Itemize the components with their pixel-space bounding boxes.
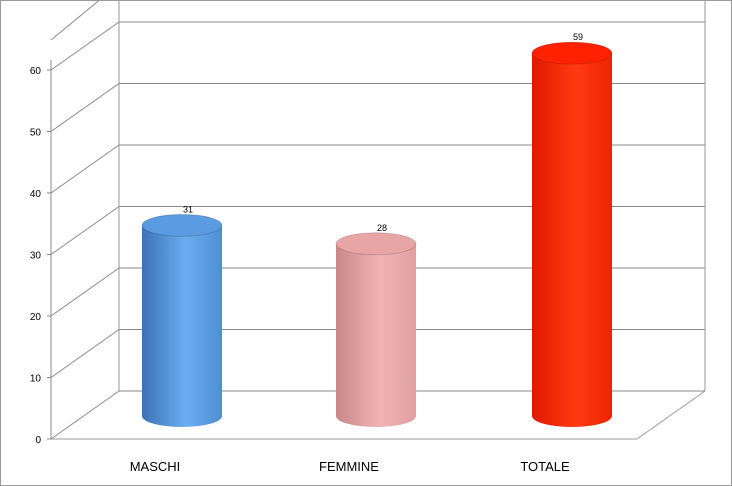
bar [531,41,613,428]
bar [335,232,417,427]
y-tick-label: 50 [30,128,42,139]
x-category-label: MASCHI [130,459,181,474]
y-tick-label: 10 [30,374,42,385]
x-category-label: FEMMINE [319,459,379,474]
floor-right-edge [636,390,706,440]
data-label: 28 [377,223,387,233]
bar-body [532,53,612,428]
bar-top [141,213,223,237]
gridline-diagonal [50,267,120,317]
y-tick-label: 40 [30,189,42,200]
data-label: 31 [183,204,193,214]
bar-body [142,225,222,427]
x-category-label: TOTALE [520,459,570,474]
y-tick-label: 60 [30,66,42,77]
gridline-diagonal [50,83,120,132]
bar-top [531,41,613,65]
bar-top [335,232,417,256]
y-tick-label: 0 [35,435,41,446]
gridline-diagonal [50,206,120,255]
gridline-diagonal [50,144,120,194]
gridline-diagonal-top [50,1,100,41]
gridline-diagonal [50,390,120,440]
bar [141,213,223,427]
gridline-diagonal [50,329,120,378]
y-tick-label: 20 [30,312,42,323]
y-tick-label: 30 [30,251,42,262]
gridline-diagonal [50,21,120,71]
bar-body [336,243,416,427]
data-label: 59 [573,32,583,42]
